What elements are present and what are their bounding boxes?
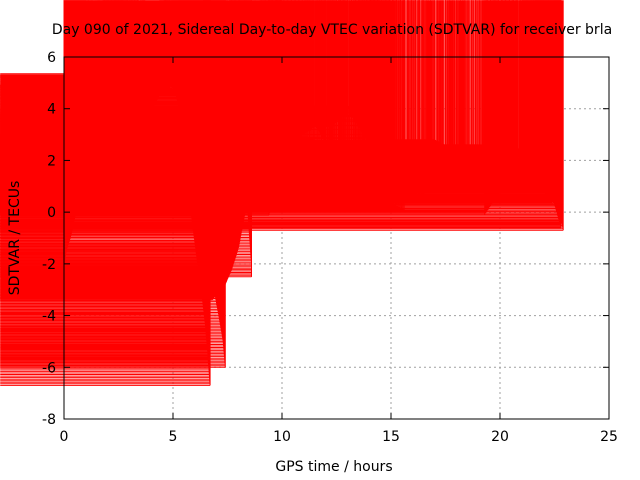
x-tick-label: 0 (60, 429, 69, 445)
y-tick-label: -4 (42, 309, 56, 325)
plot-border (63, 56, 610, 420)
y-tick-label: 6 (47, 50, 56, 66)
x-tick-label: 10 (273, 429, 291, 445)
y-tick-label: 0 (47, 205, 56, 221)
x-tick-label: 5 (169, 429, 178, 445)
x-tick-label: 20 (491, 429, 509, 445)
y-tick-label: -6 (42, 360, 56, 376)
chart-title: Day 090 of 2021, Sidereal Day-to-day VTE… (52, 22, 612, 38)
y-tick-label: -2 (42, 257, 56, 273)
series-arc13 (0, 0, 564, 231)
data-markers (0, 0, 564, 386)
y-tick-label: 2 (47, 153, 56, 169)
y-axis-label: SDTVAR / TECUs (7, 181, 23, 296)
x-tick-label: 15 (382, 429, 400, 445)
x-tick-label: 25 (600, 429, 618, 445)
y-tick-label: -8 (42, 412, 56, 428)
y-tick-label: 4 (47, 102, 56, 118)
axis-ticks: 0 5 10 15 20 25 -8 -6 -4 -2 0 2 4 6 (42, 50, 618, 445)
x-axis-label: GPS time / hours (275, 459, 392, 475)
marker-path-arc13 (0, 0, 564, 231)
